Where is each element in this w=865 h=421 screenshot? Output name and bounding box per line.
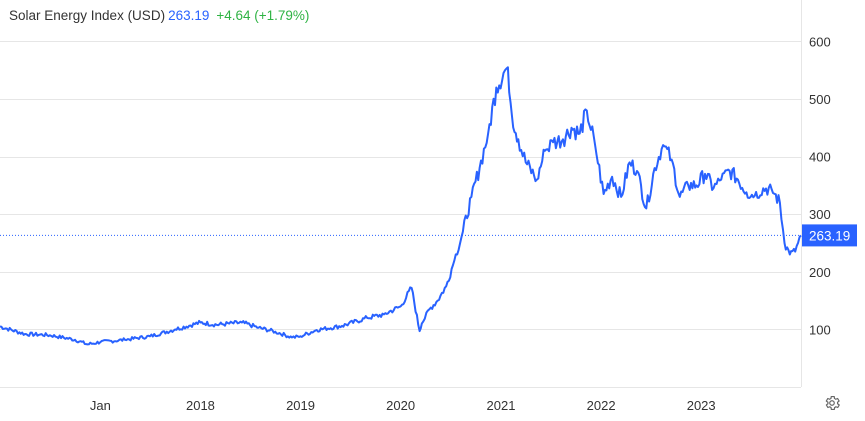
chart-header: Solar Energy Index (USD) 263.19 +4.64 (+1.… — [9, 8, 309, 23]
x-axis-tick-labels: Jan 2018 2019 2020 2021 2022 2023 — [90, 398, 716, 413]
last-value-label-bg — [802, 224, 857, 247]
price-series-line[interactable] — [0, 66, 802, 346]
current-price: 263.19 — [168, 8, 210, 23]
gear-icon[interactable] — [823, 394, 841, 412]
x-tick-label: 2021 — [487, 398, 516, 413]
x-tick-label: 2018 — [186, 398, 215, 413]
y-axis-tick-labels: 100 200 300 400 500 600 — [809, 34, 831, 337]
x-tick-label: 2023 — [687, 398, 716, 413]
grid-lines — [0, 0, 802, 388]
x-tick-label: Jan — [90, 398, 111, 413]
x-tick-label: 2022 — [587, 398, 616, 413]
y-tick-label: 100 — [809, 322, 831, 337]
last-value-label: 263.19 — [802, 224, 857, 247]
y-tick-label: 500 — [809, 92, 831, 107]
y-tick-label: 300 — [809, 207, 831, 222]
last-value-text: 263.19 — [809, 228, 850, 243]
y-tick-label: 600 — [809, 34, 831, 49]
instrument-name: Solar Energy Index (USD) — [9, 8, 166, 23]
y-tick-label: 200 — [809, 265, 831, 280]
y-tick-label: 400 — [809, 150, 831, 165]
x-tick-label: 2020 — [386, 398, 415, 413]
x-tick-label: 2019 — [286, 398, 315, 413]
price-change: +4.64 (+1.79%) — [216, 8, 310, 23]
